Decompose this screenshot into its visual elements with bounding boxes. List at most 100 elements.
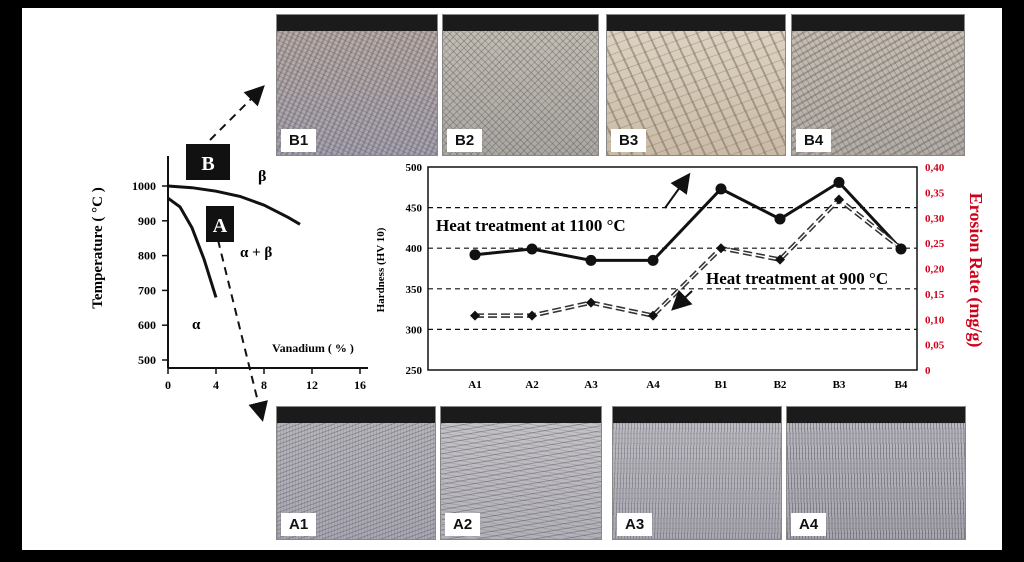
micrograph-label: B3 <box>611 129 647 152</box>
micrograph-label: B1 <box>281 129 317 152</box>
series-line-1100 <box>474 180 903 262</box>
micrograph-label: A1 <box>281 513 317 536</box>
region-label-alpha-beta: α + β <box>240 245 272 261</box>
region-label-alpha: α <box>192 317 201 333</box>
data-point-1100 <box>715 183 727 195</box>
phase-curves <box>167 184 301 298</box>
phase-y-axis-title: Temperature ( °C ) <box>90 187 106 308</box>
left-y-tick-label: 400 <box>406 243 423 255</box>
dashed-arrow-to-a <box>217 239 268 422</box>
data-point-1100 <box>774 213 786 225</box>
series-lines <box>474 180 903 319</box>
plot-frame <box>427 166 918 371</box>
right-y-tick-label: 0,15 <box>925 289 945 301</box>
micrograph-edge <box>443 15 598 31</box>
phase-y-tick-label: 900 <box>138 214 156 228</box>
right-y-tick-label: 0,25 <box>925 238 945 250</box>
data-point-900 <box>834 194 844 205</box>
x-tick-label: A2 <box>525 379 539 391</box>
phase-x-axis-title: Vanadium ( % ) <box>272 341 354 355</box>
box-b-label: B <box>201 153 214 175</box>
data-point-900 <box>586 297 596 308</box>
annotation-arrow-1100 <box>664 172 691 209</box>
x-tick-labels: A1 A2 A3 A4 B1 B2 B3 B4 <box>468 379 908 391</box>
micrograph-edge <box>792 15 964 31</box>
phase-boundary-curve-2 <box>167 196 218 298</box>
box-a <box>206 206 234 242</box>
left-y-ticks: 250 300 350 400 450 500 <box>406 162 423 377</box>
data-point-1100 <box>585 254 597 266</box>
phase-y-tick-label: 1000 <box>132 179 156 193</box>
phase-boundary-curve-1 <box>167 184 301 226</box>
data-point-1100 <box>647 254 659 266</box>
box-a-label: A <box>213 215 228 237</box>
micrograph-a1: A1 <box>276 406 436 540</box>
micrograph-label: B4 <box>796 129 832 152</box>
x-tick-label: A1 <box>468 379 481 391</box>
data-point-900 <box>470 310 480 321</box>
micrograph-edge <box>607 15 785 31</box>
phase-y-tick-label: 600 <box>138 318 156 332</box>
right-y-tick-label: 0 <box>925 365 931 377</box>
x-tick-label: A4 <box>646 379 660 391</box>
series-line-900-inner <box>475 198 902 317</box>
micrograph-edge <box>787 407 965 423</box>
left-y-tick-label: 450 <box>406 203 423 215</box>
data-point-1100 <box>469 249 481 261</box>
x-tick-label: B4 <box>895 379 908 391</box>
phase-x-tick-label: 16 <box>354 378 366 392</box>
annotation-arrow-900 <box>671 289 693 311</box>
micrograph-a3: A3 <box>612 406 782 540</box>
data-point-900 <box>716 243 726 254</box>
right-y-axis-title: Erosion Rate (mg/g) <box>965 193 986 348</box>
left-y-tick-label: 500 <box>406 162 423 174</box>
x-tick-label: A3 <box>584 379 598 391</box>
right-y-tick-label: 0,05 <box>925 340 945 352</box>
micrograph-edge <box>613 407 781 423</box>
micrograph-b4: B4 <box>791 14 965 156</box>
right-y-ticks: 0 0,05 0,10 0,15 0,20 0,25 0,30 0,35 0,40 <box>925 162 945 377</box>
left-y-tick-label: 350 <box>406 284 423 296</box>
micrograph-a4: A4 <box>786 406 966 540</box>
figure-canvas: B1 B2 B3 B4 A1 A2 A3 A4 <box>22 8 1002 550</box>
dashed-gridlines <box>428 207 917 330</box>
micrograph-edge <box>441 407 601 423</box>
micrograph-b1: B1 <box>276 14 438 156</box>
phase-x-tick-label: 4 <box>213 378 219 392</box>
x-tick-label: B2 <box>774 379 787 391</box>
micrograph-label: B2 <box>447 129 483 152</box>
micrograph-edge <box>277 407 435 423</box>
hardness-erosion-chart: 250 300 350 400 450 500 0 0,05 0,10 0,15 0,20 0,25… <box>375 162 986 391</box>
data-point-900 <box>648 310 658 321</box>
phase-x-tick-label: 12 <box>306 378 318 392</box>
micrograph-label: A4 <box>791 513 827 536</box>
annotation-900: Heat treatment at 900 °C <box>706 269 888 288</box>
left-y-tick-label: 250 <box>406 365 423 377</box>
micrograph-label: A3 <box>617 513 653 536</box>
data-point-900 <box>527 310 537 321</box>
phase-y-tick-label: 800 <box>138 249 156 263</box>
micrograph-b3: B3 <box>606 14 786 156</box>
data-point-1100 <box>526 243 538 255</box>
micrograph-a2: A2 <box>440 406 602 540</box>
micrograph-label: A2 <box>445 513 481 536</box>
x-tick-label: B1 <box>715 379 728 391</box>
series-points <box>469 176 907 321</box>
data-point-900 <box>896 243 906 254</box>
region-label-beta: β <box>258 168 266 185</box>
phase-x-tick-label: 8 <box>261 378 267 392</box>
left-y-tick-label: 300 <box>406 324 423 336</box>
data-point-900 <box>775 254 785 265</box>
data-point-1100 <box>833 176 845 188</box>
micrograph-b2: B2 <box>442 14 599 156</box>
dashed-arrow-to-b <box>209 85 265 141</box>
annotation-1100: Heat treatment at 1100 °C <box>436 216 626 235</box>
left-y-axis-title: Hardness (HV 10) <box>375 227 387 312</box>
right-y-tick-label: 0,35 <box>925 187 945 199</box>
phase-x-tick-label: 0 <box>165 378 171 392</box>
x-tick-label: B3 <box>833 379 846 391</box>
right-y-tick-label: 0,40 <box>925 162 945 174</box>
phase-diagram: β α + β α Vanadium ( % ) Temperature ( °… <box>90 85 368 422</box>
phase-ticks: 500 600 700 800 900 1000 0 4 8 12 16 <box>132 179 366 392</box>
right-y-tick-label: 0,20 <box>925 264 945 276</box>
